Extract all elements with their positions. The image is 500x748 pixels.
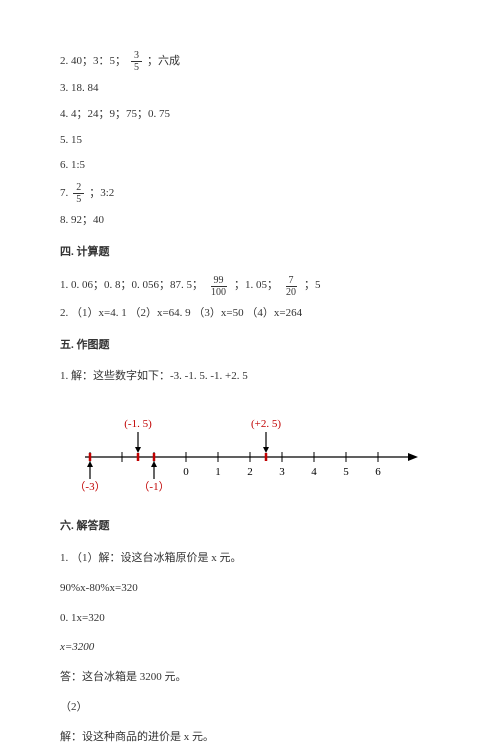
text: ；5 (304, 276, 321, 296)
svg-text:1: 1 (215, 466, 221, 478)
text: 2. （1）x=4. 1 （2）x=64. 9 （3）x=50 （4）x=264 (60, 304, 302, 324)
section-6-p2: 90%x-80%x=320 (60, 579, 440, 599)
svg-text:(+2. 5): (+2. 5) (251, 418, 281, 430)
denominator: 20 (283, 287, 299, 298)
text: 8. 92；40 (60, 211, 104, 231)
svg-text:4: 4 (311, 466, 317, 478)
text: 6. 1:5 (60, 156, 85, 176)
denominator: 100 (208, 287, 229, 298)
answer-3: 3. 18. 84 (60, 79, 440, 99)
answer-7: 7. 2 5 ；3:2 (60, 182, 440, 205)
section-4-q2: 2. （1）x=4. 1 （2）x=64. 9 （3）x=50 （4）x=264 (60, 304, 440, 324)
svg-text:(-1. 5): (-1. 5) (124, 418, 152, 430)
section-6-p7: 解：设这种商品的进价是 x 元。 (60, 728, 440, 748)
fraction: 2 5 (73, 182, 84, 205)
text: 4. 4；24；9；75；0. 75 (60, 105, 170, 125)
svg-text:（-1）: （-1） (138, 480, 169, 492)
section-5-q1: 1. 解：这些数字如下：-3. -1. 5. -1. +2. 5 (60, 367, 440, 387)
number-line-diagram: 0 1 2 3 4 5 6 (-1. 5) (+2. 5) （-3） （-1） (70, 412, 450, 492)
text: ；3:2 (89, 184, 114, 204)
numerator: 2 (73, 182, 84, 194)
section-6-p3: 0. 1x=320 (60, 609, 440, 629)
text: ；1. 05； (234, 276, 278, 296)
numerator: 99 (211, 275, 227, 287)
number-line-svg: 0 1 2 3 4 5 6 (-1. 5) (+2. 5) （-3） （-1） (70, 412, 450, 492)
text: ；六成 (147, 52, 180, 72)
text: 5. 15 (60, 131, 82, 151)
section-4-title: 四. 计算题 (60, 243, 440, 263)
fraction: 3 5 (131, 50, 142, 73)
svg-text:2: 2 (247, 466, 253, 478)
svg-text:5: 5 (343, 466, 349, 478)
fraction: 99 100 (208, 275, 229, 298)
text: 7. (60, 184, 68, 204)
answer-4: 4. 4；24；9；75；0. 75 (60, 105, 440, 125)
fraction: 7 20 (283, 275, 299, 298)
answer-6: 6. 1:5 (60, 156, 440, 176)
svg-text:（-3）: （-3） (74, 480, 105, 492)
text: 3. 18. 84 (60, 79, 99, 99)
section-6-p1: 1. （1）解：设这台冰箱原价是 x 元。 (60, 549, 440, 569)
text: 1. 0. 06；0. 8；0. 056；87. 5； (60, 276, 203, 296)
section-6-title: 六. 解答题 (60, 517, 440, 537)
svg-text:3: 3 (279, 466, 285, 478)
denominator: 5 (73, 194, 84, 205)
section-5-title: 五. 作图题 (60, 336, 440, 356)
svg-text:0: 0 (183, 466, 189, 478)
section-4-q1: 1. 0. 06；0. 8；0. 056；87. 5； 99 100 ；1. 0… (60, 275, 440, 298)
denominator: 5 (131, 62, 142, 73)
section-6-p6: （2） (60, 698, 440, 718)
section-6-p4: x=3200 (60, 638, 440, 658)
numerator: 7 (286, 275, 297, 287)
text: 2. 40；3：5； (60, 52, 126, 72)
answer-2: 2. 40；3：5； 3 5 ；六成 (60, 50, 440, 73)
answer-8: 8. 92；40 (60, 211, 440, 231)
text: 1. 解：这些数字如下：-3. -1. 5. -1. +2. 5 (60, 367, 248, 387)
numerator: 3 (131, 50, 142, 62)
svg-text:6: 6 (375, 466, 381, 478)
section-6-p5: 答：这台冰箱是 3200 元。 (60, 668, 440, 688)
answer-5: 5. 15 (60, 131, 440, 151)
